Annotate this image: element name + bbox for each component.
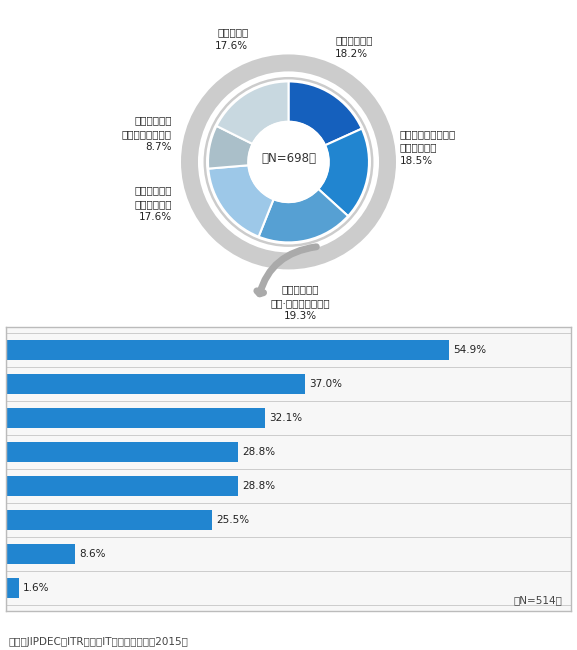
Text: 8.6%: 8.6% xyxy=(79,549,106,559)
Text: 28.8%: 28.8% xyxy=(242,481,276,491)
Bar xyxy=(6,578,18,598)
Circle shape xyxy=(248,122,329,202)
Bar xyxy=(6,544,75,564)
Text: 対応のための作業が
進行中である
18.5%: 対応のための作業が 進行中である 18.5% xyxy=(400,129,456,166)
Wedge shape xyxy=(258,189,348,242)
Text: 完了している
18.2%: 完了している 18.2% xyxy=(335,35,373,59)
Wedge shape xyxy=(319,129,369,216)
Text: 28.8%: 28.8% xyxy=(242,447,276,457)
Bar xyxy=(6,442,238,462)
Text: （N=698）: （N=698） xyxy=(261,152,316,165)
Text: 出典：JIPDEC／ITR「企業IT利活用動向調査2015」: 出典：JIPDEC／ITR「企業IT利活用動向調査2015」 xyxy=(9,637,189,647)
Text: 対応のための
準備·検討段階である
19.3%: 対応のための 準備·検討段階である 19.3% xyxy=(271,284,331,322)
Wedge shape xyxy=(216,81,288,144)
Wedge shape xyxy=(208,126,253,168)
Bar xyxy=(6,374,305,394)
Bar xyxy=(6,340,449,359)
Text: 54.9%: 54.9% xyxy=(454,344,486,355)
Text: 1.6%: 1.6% xyxy=(23,583,49,593)
Bar xyxy=(6,408,265,428)
Bar xyxy=(6,510,212,530)
Bar xyxy=(6,476,238,496)
Text: 25.5%: 25.5% xyxy=(216,515,249,525)
Wedge shape xyxy=(208,165,273,237)
Wedge shape xyxy=(288,81,362,146)
Text: わからない
17.6%: わからない 17.6% xyxy=(215,27,248,51)
Text: 対応予定だが
未着手である
17.6%: 対応予定だが 未着手である 17.6% xyxy=(134,185,172,222)
Text: 37.0%: 37.0% xyxy=(309,379,342,389)
Text: 対応の必要は
ないと考えている
8.7%: 対応の必要は ないと考えている 8.7% xyxy=(122,115,172,152)
Text: 32.1%: 32.1% xyxy=(269,413,302,423)
Text: （N=514）: （N=514） xyxy=(514,595,563,605)
